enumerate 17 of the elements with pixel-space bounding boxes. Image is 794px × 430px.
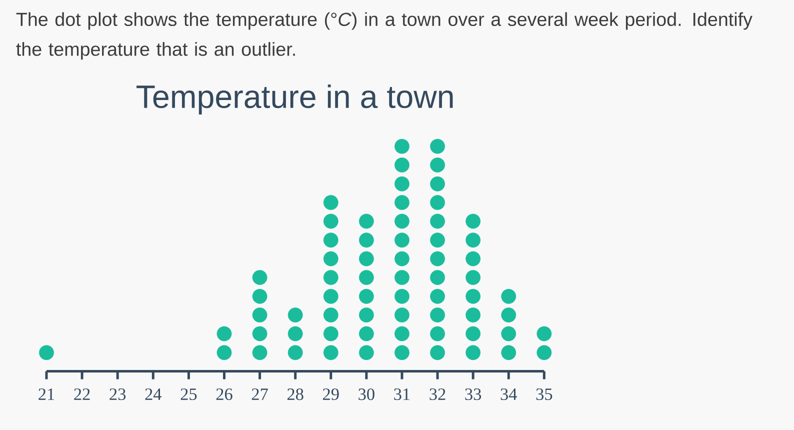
x-tick-label: 27 — [252, 388, 268, 400]
x-tick-label: 30 — [358, 388, 374, 400]
x-tick-label: 21 — [38, 388, 54, 400]
x-tick-label: 34 — [500, 388, 517, 400]
x-tick-label: 32 — [430, 388, 446, 400]
text: The dot plot shows the temperature (°C) in a town over a several week period. Identify the temperature that is an outlier. — [16, 12, 752, 60]
x-tick-label: 28 — [287, 388, 304, 400]
x-tick-label: 25 — [180, 388, 197, 400]
x-tick-label: 29 — [323, 388, 339, 400]
x-tick-label: 22 — [74, 388, 90, 400]
x-tick-label: 35 — [536, 388, 552, 400]
x-tick-label: 31 — [394, 388, 410, 400]
x-tick-label: 23 — [110, 388, 126, 400]
chart-title: Temperature in a town — [136, 84, 453, 115]
x-tick-label: 24 — [145, 388, 162, 400]
x-tick-label: 33 — [465, 388, 482, 400]
x-tick-label: 26 — [216, 388, 232, 400]
